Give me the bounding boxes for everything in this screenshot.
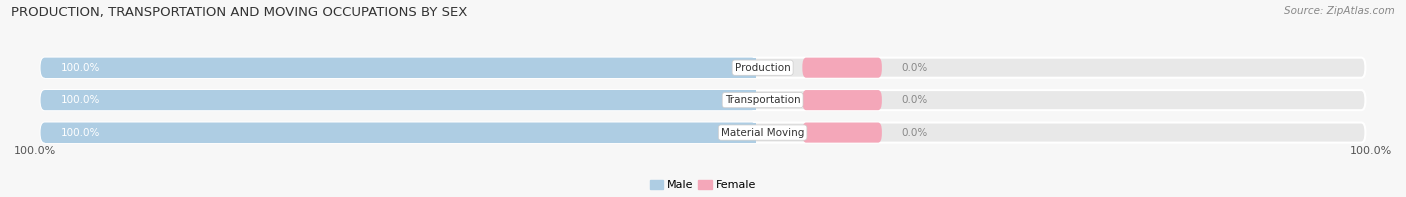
FancyBboxPatch shape <box>41 123 756 143</box>
Text: 0.0%: 0.0% <box>901 128 928 138</box>
Text: 100.0%: 100.0% <box>14 146 56 156</box>
Legend: Male, Female: Male, Female <box>645 175 761 194</box>
FancyBboxPatch shape <box>41 58 756 78</box>
FancyBboxPatch shape <box>41 58 1365 78</box>
Text: Production: Production <box>735 63 790 73</box>
Bar <box>45 58 756 78</box>
FancyBboxPatch shape <box>41 90 756 110</box>
Text: 100.0%: 100.0% <box>60 63 100 73</box>
FancyBboxPatch shape <box>41 123 1365 143</box>
Text: 0.0%: 0.0% <box>901 63 928 73</box>
FancyBboxPatch shape <box>803 90 882 110</box>
Bar <box>45 90 756 110</box>
FancyBboxPatch shape <box>803 58 882 78</box>
Text: 0.0%: 0.0% <box>901 95 928 105</box>
Text: 100.0%: 100.0% <box>1350 146 1392 156</box>
Text: Source: ZipAtlas.com: Source: ZipAtlas.com <box>1284 6 1395 16</box>
FancyBboxPatch shape <box>803 123 882 143</box>
FancyBboxPatch shape <box>41 90 1365 110</box>
Text: 100.0%: 100.0% <box>60 95 100 105</box>
Text: PRODUCTION, TRANSPORTATION AND MOVING OCCUPATIONS BY SEX: PRODUCTION, TRANSPORTATION AND MOVING OC… <box>11 6 468 19</box>
Text: 100.0%: 100.0% <box>60 128 100 138</box>
Bar <box>45 123 756 143</box>
Text: Transportation: Transportation <box>725 95 800 105</box>
Text: Material Moving: Material Moving <box>721 128 804 138</box>
